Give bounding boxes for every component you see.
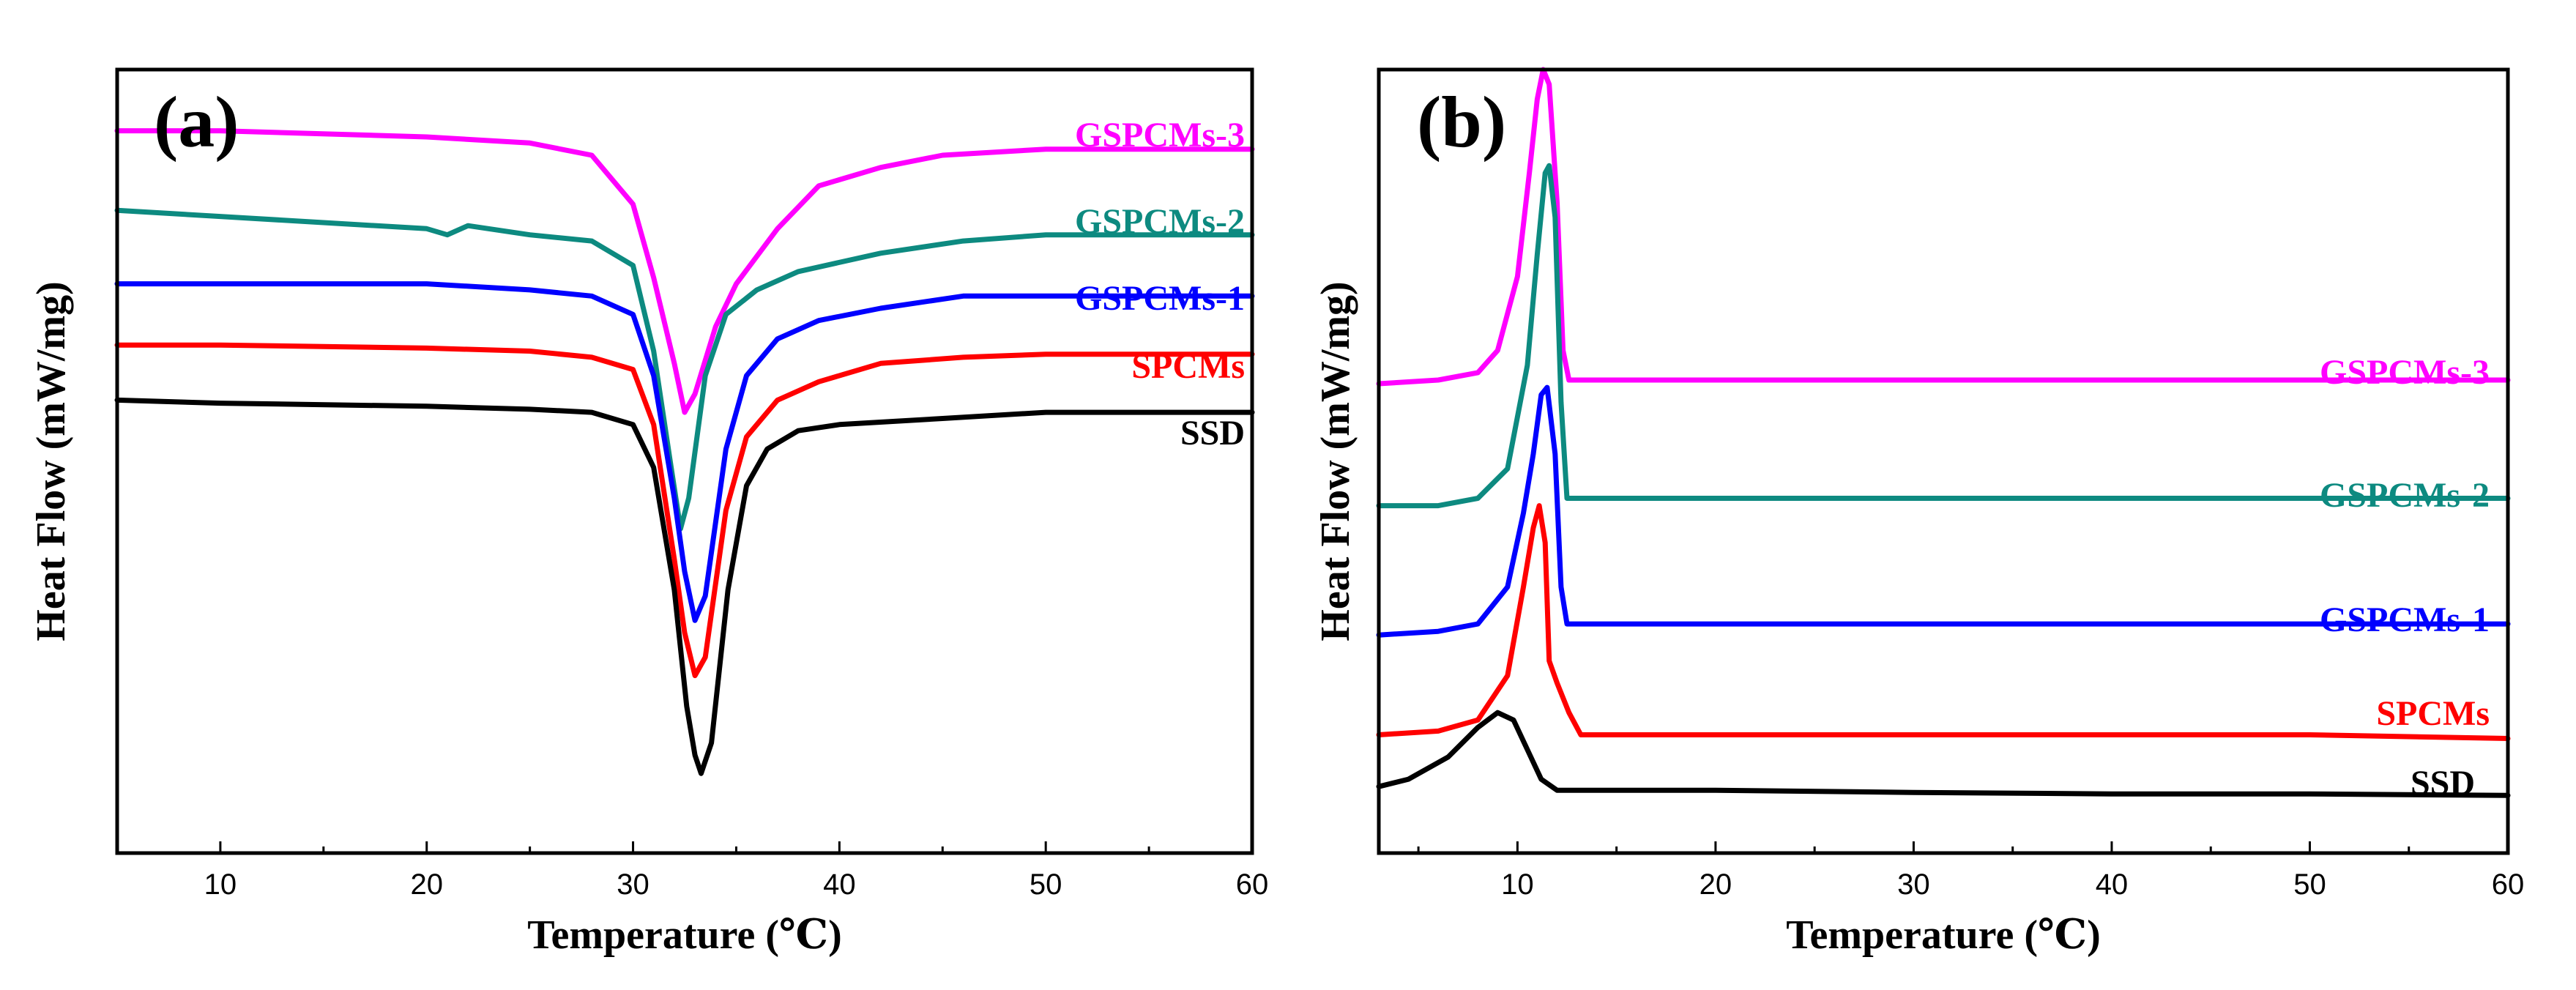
- chart-panel-b: GSPCMs-3 GSPCMs-2 GSPCMs-1 SPCMs SSD 10 20 30 40…: [1313, 67, 2525, 958]
- x-tick-label: 20: [410, 868, 443, 901]
- series-label-spcms: SPCMs: [1131, 347, 1245, 386]
- series-label-gspcms-3: GSPCMs-3: [2320, 353, 2490, 392]
- series-label-gspcms-2: GSPCMs-2: [1075, 202, 1245, 241]
- x-tick-label: 60: [1236, 868, 1269, 901]
- series-label-ssd: SSD: [1180, 414, 1245, 453]
- x-tick-label: 10: [1501, 868, 1534, 901]
- x-tick-label: 50: [1030, 868, 1062, 901]
- y-axis-title: Heat Flow (mW/mg): [1313, 281, 1358, 641]
- plot-frame: [115, 67, 1254, 855]
- x-tick-label: 30: [1897, 868, 1930, 901]
- chart-panel-a: GSPCMs-3 GSPCMs-2 GSPCMs-1 SPCMs SSD 10 20 30 40…: [29, 67, 1269, 958]
- series-line-ssd: [114, 397, 1255, 776]
- panel-label: (a): [154, 81, 239, 163]
- series-line-spcms: [1376, 503, 2511, 741]
- x-tick-label: 40: [823, 868, 856, 901]
- panel-label: (b): [1417, 81, 1506, 163]
- x-tick-label: 30: [617, 868, 649, 901]
- series-label-gspcms-2: GSPCMs-2: [2320, 476, 2490, 515]
- series-line-gspcms-1: [1376, 384, 2511, 638]
- series-line-gspcms-3: [1376, 67, 2511, 387]
- y-axis-title: Heat Flow (mW/mg): [29, 281, 74, 641]
- x-tick-label: 20: [1700, 868, 1732, 901]
- series-label-spcms: SPCMs: [2376, 694, 2490, 733]
- series-line-gspcms-2: [114, 207, 1255, 532]
- series-label-gspcms-3: GSPCMs-3: [1075, 116, 1245, 155]
- x-axis-title: Temperature (℃): [527, 912, 841, 958]
- series-label-gspcms-1: GSPCMs-1: [1075, 279, 1245, 318]
- series-label-ssd: SSD: [2411, 764, 2475, 803]
- plot-frame: [1377, 67, 2510, 855]
- x-axis-title: Temperature (℃): [1786, 912, 2100, 958]
- x-tick-label: 40: [2096, 868, 2129, 901]
- x-tick-label: 10: [204, 868, 237, 901]
- series-line-gspcms-2: [1376, 163, 2511, 509]
- series-line-gspcms-3: [114, 128, 1255, 415]
- series-line-gspcms-1: [114, 281, 1255, 623]
- x-tick-label: 60: [2492, 868, 2525, 901]
- x-tick-label: 50: [2293, 868, 2326, 901]
- series-line-ssd: [1376, 710, 2511, 798]
- series-line-spcms: [114, 342, 1255, 679]
- series-label-gspcms-1: GSPCMs-1: [2320, 600, 2490, 639]
